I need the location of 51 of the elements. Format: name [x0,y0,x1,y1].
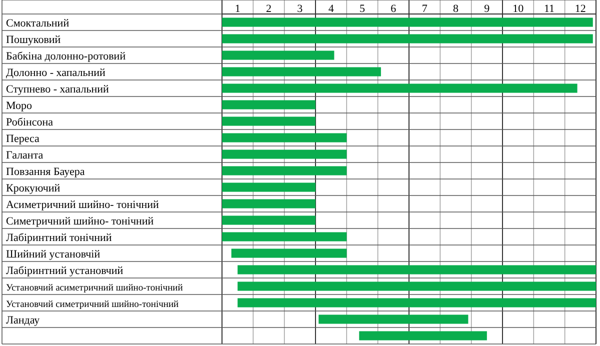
y-tick-label: Симетричний шийно- тонічний [6,215,154,228]
y-tick-label: Ландау [6,314,40,326]
bar [222,50,334,60]
bar [222,182,316,192]
y-tick-label: Ступнево - хапальний [6,83,110,96]
x-tick-label: 4 [328,3,334,15]
y-tick-label: Долонно - хапальний [6,66,106,79]
x-tick-label: 7 [422,3,428,15]
y-tick-label: Установчий симетричний шийно-тонічний [6,300,179,310]
x-tick-label: 9 [484,3,490,15]
bar [222,216,316,225]
y-tick-label: Лабіринтний установчий [6,264,124,277]
y-tick-label: Робінсона [6,116,54,128]
y-tick-label: Лабіринтний тонічний [6,232,112,244]
x-tick-label: 3 [297,3,304,15]
y-tick-label: Переса [6,132,40,145]
y-tick-label: Пошуковий [6,34,61,46]
bar [222,199,316,208]
bar [222,67,381,76]
x-tick-label: 12 [574,3,586,15]
y-tick-label: Бабкіна долонно-ротовий [6,50,126,62]
bar [222,100,316,110]
bar [222,232,347,242]
x-tick-label: 10 [512,3,524,15]
y-tick-label: Установчий асиметричний шийно-тонічний [6,283,183,294]
bar [318,314,468,324]
bar [359,331,487,340]
y-tick-label: Галанта [6,149,44,162]
x-tick-label: 11 [544,3,555,15]
x-tick-label: 6 [390,3,397,15]
bar [222,116,316,126]
x-tick-label: 1 [234,3,240,15]
x-tick-label: 5 [360,3,366,15]
x-tick-label: 8 [453,3,459,15]
bar [222,34,593,44]
bar [222,166,347,176]
bar [238,298,596,308]
y-tick-label: Повзання Бауера [6,166,85,178]
bar [238,282,596,291]
bar [222,18,593,27]
bar [222,150,347,159]
y-tick-label: Шийний установчій [6,248,100,260]
y-tick-label: Смоктальний [6,17,70,30]
y-tick-label: Асиметричний шийно- тонічний [6,198,160,211]
y-tick-label: Моро [6,100,33,112]
y-tick-label: Крокуючий [6,182,60,194]
bar [222,84,578,93]
x-tick-label: 2 [266,3,272,15]
bar [231,248,347,258]
bar [238,265,596,274]
bar [222,133,347,142]
